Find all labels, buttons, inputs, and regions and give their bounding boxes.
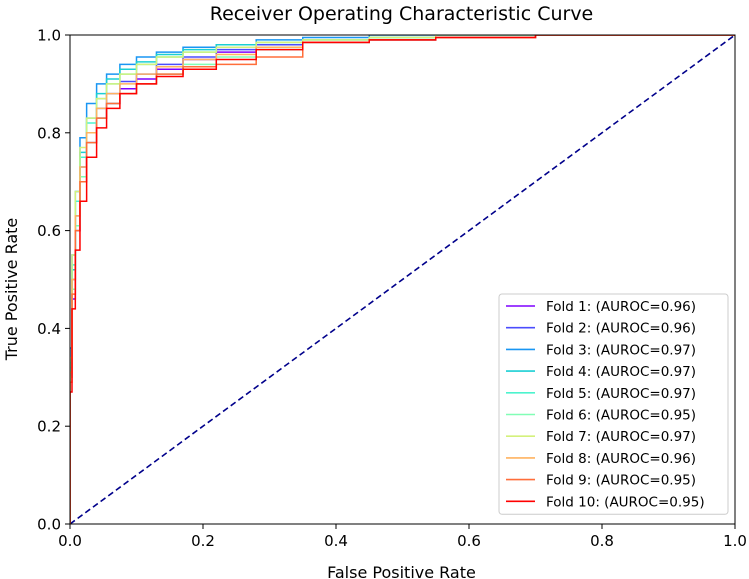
legend-entry-label: Fold 4: (AUROC=0.97) <box>546 364 696 380</box>
legend-entry-label: Fold 1: (AUROC=0.96) <box>546 299 696 315</box>
y-tick-label: 0.2 <box>37 418 61 436</box>
y-tick-label: 0.0 <box>37 516 61 534</box>
y-tick-label: 1.0 <box>37 27 61 45</box>
roc-curves <box>70 35 735 524</box>
x-tick-label: 0.0 <box>58 532 82 550</box>
y-tick-label: 0.8 <box>37 124 61 142</box>
legend-entry-label: Fold 7: (AUROC=0.97) <box>546 429 696 445</box>
legend-box <box>498 293 729 515</box>
x-tick-label: 0.4 <box>324 532 348 550</box>
legend: Fold 1: (AUROC=0.96) Fold 2: (AUROC=0.96)… <box>498 293 729 515</box>
legend-entry-label: Fold 6: (AUROC=0.95) <box>546 408 696 424</box>
axes-frame <box>69 34 736 525</box>
chart-title: Receiver Operating Characteristic Curve <box>210 3 594 25</box>
legend-entry-label: Fold 2: (AUROC=0.96) <box>546 321 696 337</box>
x-axis-label: False Positive Rate <box>327 563 476 579</box>
x-tick-label: 0.2 <box>191 532 215 550</box>
roc-curve-fold-7 <box>70 35 735 524</box>
chance-diagonal-line <box>69 34 736 525</box>
plot-area: 0.0 0.2 0.4 0.6 0.8 1.0 0.0 0.2 0.4 0.6 0.8 1.0 Fold… <box>37 27 747 551</box>
legend-entry-label: Fold 9: (AUROC=0.95) <box>546 473 696 489</box>
legend-entry-label: Fold 10: (AUROC=0.95) <box>546 494 705 510</box>
x-tick-label: 0.8 <box>590 532 614 550</box>
x-tick-label: 0.6 <box>457 532 481 550</box>
roc-curve-fold-10 <box>70 35 735 524</box>
legend-entry-label: Fold 8: (AUROC=0.96) <box>546 451 696 467</box>
y-tick-label: 0.4 <box>37 320 61 338</box>
y-axis-label: True Positive Rate <box>2 218 21 362</box>
y-tick-label: 0.6 <box>37 222 61 240</box>
legend-entry-label: Fold 3: (AUROC=0.97) <box>546 342 696 358</box>
x-tick-label: 1.0 <box>723 532 747 550</box>
legend-entry-label: Fold 5: (AUROC=0.97) <box>546 386 696 402</box>
